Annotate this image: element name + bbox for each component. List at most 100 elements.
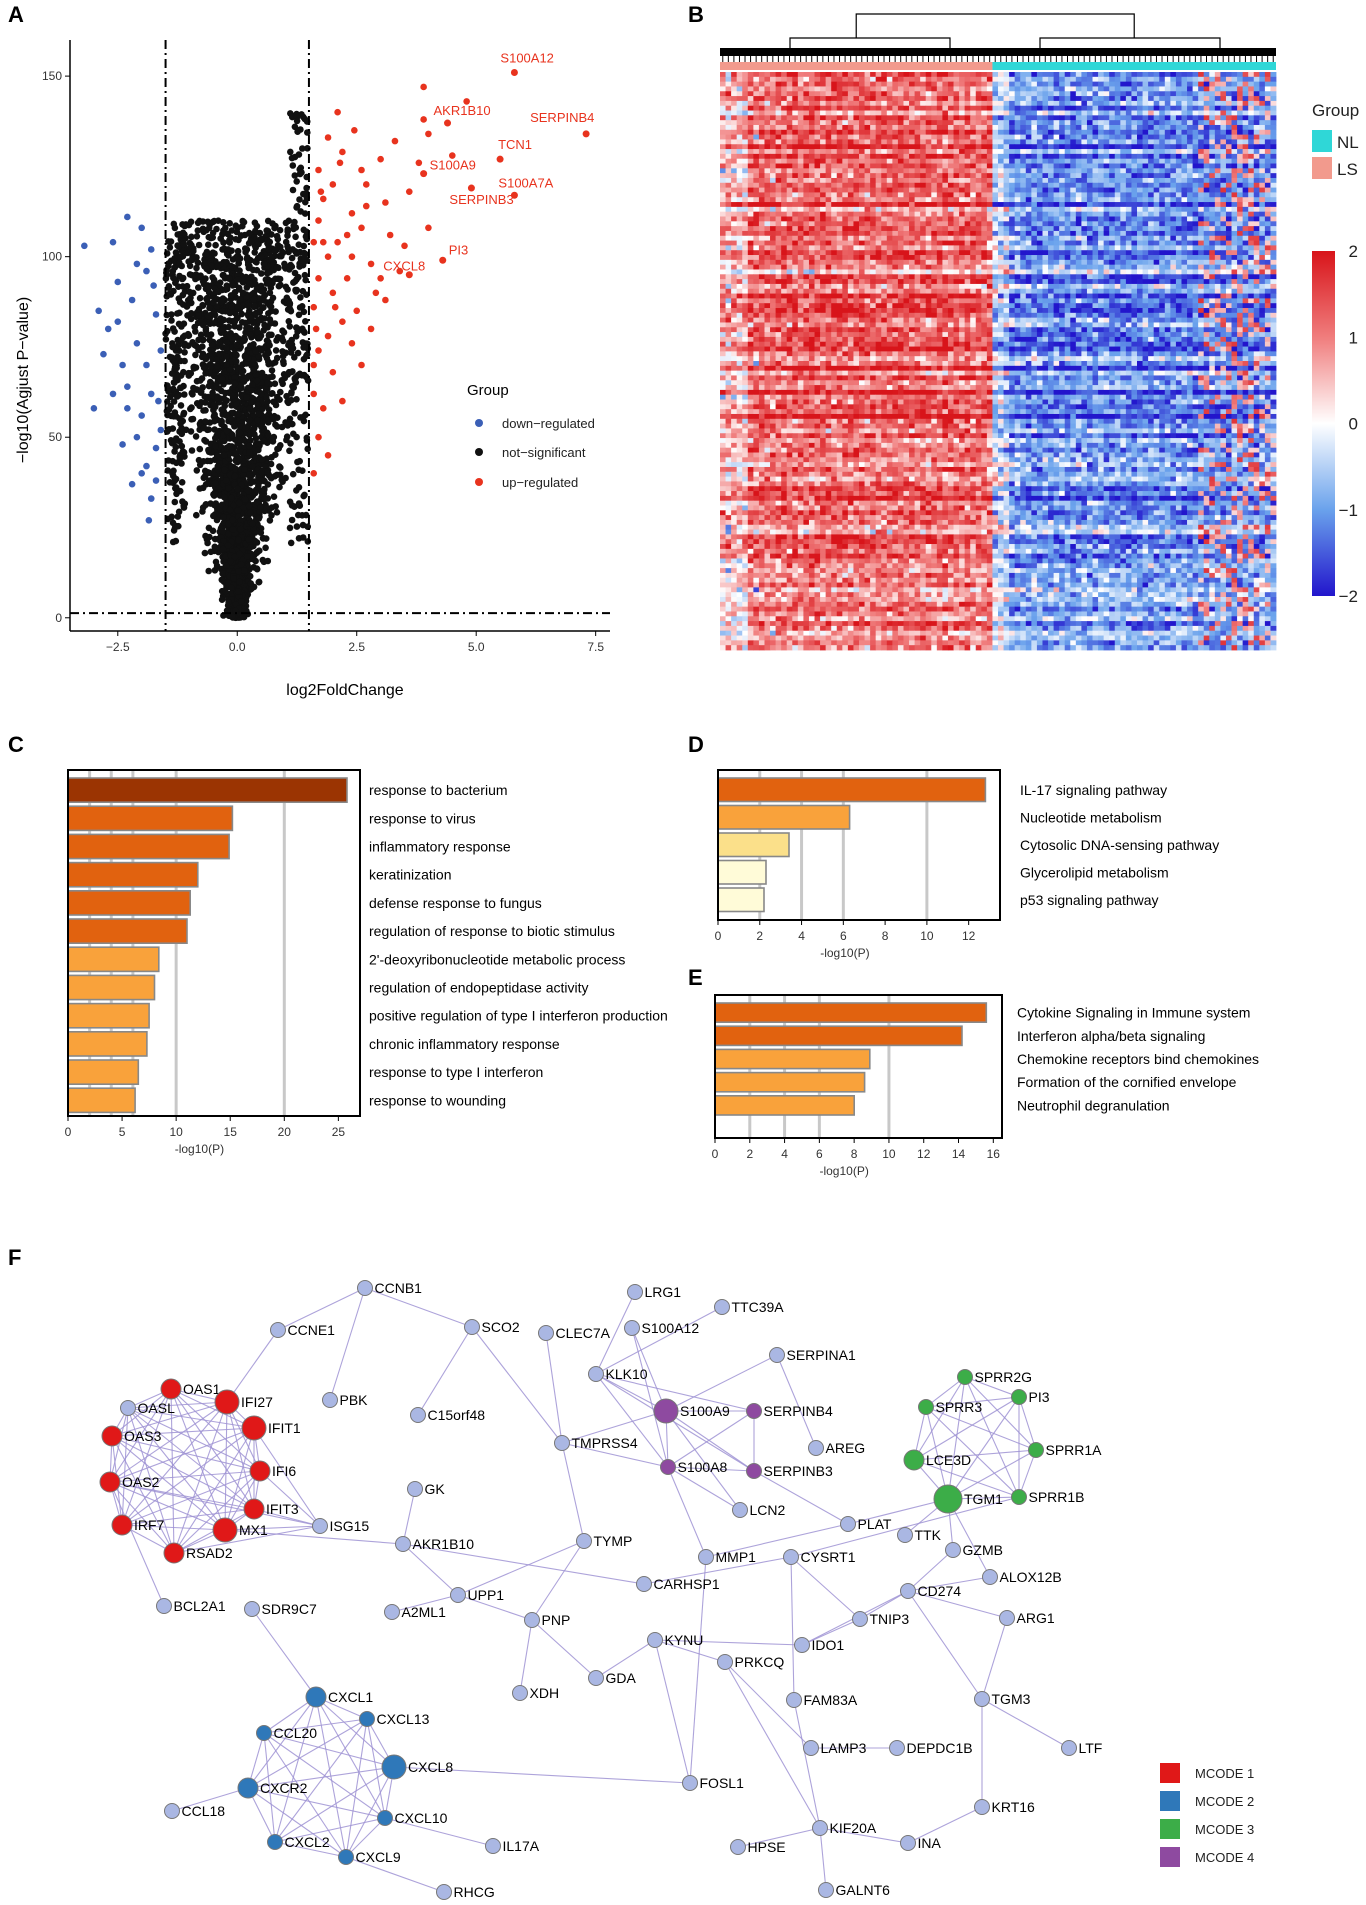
heatmap-cell [825, 86, 832, 92]
heatmap-cell [1070, 72, 1077, 78]
heatmap-cell [1103, 120, 1110, 126]
heatmap-cell [975, 105, 982, 111]
heatmap-cell [808, 134, 815, 140]
heatmap-cell [992, 153, 999, 160]
heatmap-cell [931, 158, 938, 164]
volcano-point-ns [250, 295, 258, 303]
volcano-point-ns [248, 399, 255, 406]
heatmap-cell [797, 86, 804, 92]
heatmap-cell [736, 100, 743, 107]
heatmap-cell [1048, 86, 1054, 92]
heatmap-cell [742, 96, 749, 102]
heatmap-cell [1014, 110, 1021, 116]
heatmap-cell [1070, 153, 1077, 160]
heatmap-cell [897, 134, 904, 140]
heatmap-cell [1270, 105, 1277, 111]
heatmap-cell [853, 76, 860, 83]
heatmap-cell [953, 91, 960, 97]
heatmap-cell [786, 120, 793, 126]
heatmap-cell [1048, 96, 1054, 102]
heatmap-cell [1225, 124, 1232, 131]
heatmap-cell [909, 120, 915, 126]
heatmap-cell [975, 76, 982, 83]
heatmap-cell [970, 76, 977, 83]
volcano-point-ns [271, 380, 279, 388]
volcano-point-ns [281, 260, 288, 268]
heatmap-cell [970, 72, 977, 78]
heatmap-cell [1048, 134, 1054, 140]
heatmap-cell [1192, 158, 1199, 164]
heatmap-cell [764, 124, 771, 131]
heatmap-cell [853, 124, 860, 131]
heatmap-cell [970, 115, 977, 121]
volcano-point-ns [225, 598, 232, 606]
heatmap-cell [936, 110, 943, 116]
heatmap-cell [975, 134, 982, 140]
heatmap-cell [1159, 139, 1166, 145]
heatmap-cell [1137, 110, 1143, 116]
heatmap-cell [1170, 149, 1177, 155]
heatmap-cell [1042, 149, 1049, 155]
heatmap-cell [1070, 105, 1077, 111]
heatmap-cell [825, 129, 832, 136]
heatmap-cell [859, 134, 865, 140]
heatmap-cell [1203, 86, 1210, 92]
heatmap-cell [1120, 120, 1127, 126]
heatmap-cell [975, 86, 982, 92]
volcano-point-ns [302, 318, 309, 325]
heatmap-cell [770, 100, 776, 107]
heatmap-cell [742, 91, 749, 97]
volcano-point-ns [277, 243, 284, 251]
heatmap-cell [959, 134, 966, 140]
heatmap-cell [1192, 72, 1199, 78]
heatmap-cell [1264, 149, 1271, 155]
heatmap-cell [1264, 139, 1271, 145]
heatmap-cell [864, 72, 871, 78]
heatmap-cell [1098, 153, 1105, 160]
volcano-point-up [315, 433, 322, 441]
heatmap-cell [1142, 144, 1149, 150]
heatmap-cell [736, 91, 743, 97]
heatmap-cell [959, 124, 966, 131]
heatmap-cell [836, 105, 843, 111]
heatmap-cell [1064, 86, 1071, 92]
heatmap-cell [870, 158, 877, 164]
heatmap-cell [914, 76, 921, 83]
heatmap-cell [742, 129, 749, 136]
heatmap-cell [1170, 129, 1177, 136]
volcano-point-ns [267, 320, 274, 327]
volcano-point-ns [282, 219, 290, 227]
heatmap-cell [1198, 144, 1205, 150]
heatmap-cell [998, 139, 1004, 145]
heatmap-cell [720, 115, 726, 121]
heatmap-cell [920, 149, 927, 155]
volcano-point-ns [199, 343, 206, 350]
heatmap-cell [1003, 149, 1010, 155]
heatmap-cell [1131, 115, 1138, 121]
volcano-point-down [109, 238, 117, 246]
heatmap-cell [1109, 124, 1116, 131]
heatmap-cell [1003, 91, 1010, 97]
heatmap-cell [1259, 81, 1266, 87]
heatmap-cell [864, 96, 871, 102]
volcano-point-up [367, 260, 375, 268]
heatmap-cell [1231, 120, 1238, 126]
heatmap-cell [886, 144, 893, 150]
heatmap-cell [847, 144, 854, 150]
heatmap-cell [992, 149, 999, 155]
volcano-point-ns [202, 438, 210, 445]
heatmap-cell [1253, 76, 1260, 83]
heatmap-cell [1070, 81, 1077, 87]
heatmap-cell [725, 96, 732, 102]
heatmap-cell [1098, 158, 1105, 164]
heatmap-cell [747, 120, 754, 126]
volcano-point-ns [266, 342, 273, 349]
heatmap-cell [1159, 149, 1166, 155]
heatmap-cell [1220, 96, 1227, 102]
heatmap-cell [986, 91, 993, 97]
heatmap-cell [881, 72, 888, 78]
volcano-point-ns [224, 246, 232, 253]
volcano-point-ns [197, 388, 205, 395]
heatmap-cell [1142, 153, 1149, 160]
heatmap-cell [1242, 72, 1249, 78]
